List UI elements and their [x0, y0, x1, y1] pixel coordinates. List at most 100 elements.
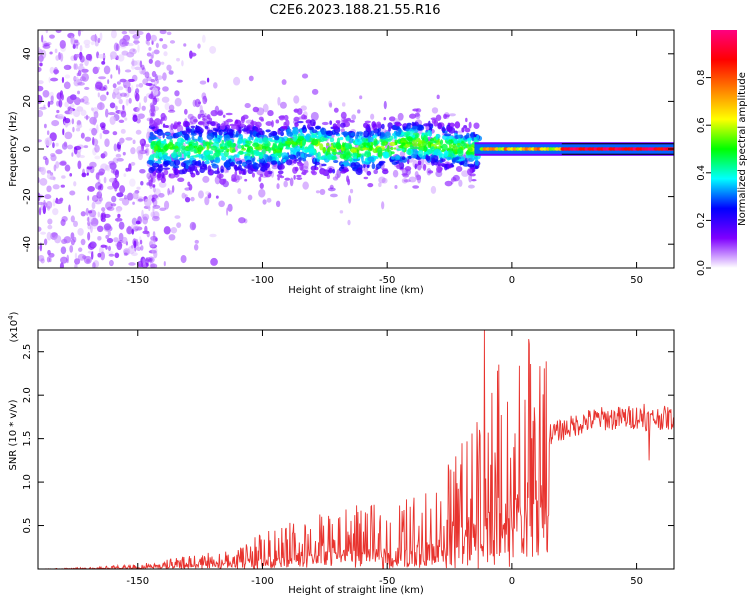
spectral-blob — [116, 81, 121, 85]
spectral-blob — [43, 104, 46, 109]
spectral-blob — [373, 138, 378, 146]
spectral-blob — [246, 146, 251, 152]
spectral-blob — [170, 152, 177, 159]
x-tick-label: 50 — [630, 576, 643, 587]
spectral-blob — [149, 262, 155, 268]
spectral-blob — [211, 164, 219, 169]
spectral-blob — [296, 174, 302, 178]
spectral-blob — [328, 100, 333, 107]
x-tick-label: 50 — [630, 275, 643, 286]
spectral-blob — [97, 92, 100, 98]
spectral-blob — [70, 215, 75, 223]
spectral-blob — [296, 177, 303, 180]
spectral-blob — [405, 124, 411, 130]
spectral-blob — [463, 124, 468, 129]
spectral-blob — [86, 172, 89, 176]
spectral-blob — [303, 128, 307, 132]
spectral-blob — [160, 61, 165, 65]
spectral-blob — [363, 130, 370, 138]
spectral-blob — [59, 262, 64, 268]
spectral-blob — [107, 245, 112, 251]
spectral-blob — [91, 194, 99, 203]
spectral-blob — [42, 155, 48, 160]
spectral-blob — [258, 134, 264, 138]
spectral-blob — [193, 149, 197, 154]
spectral-blob — [363, 122, 369, 129]
spectral-blob — [105, 108, 109, 118]
spectral-blob — [339, 153, 347, 159]
spectral-blob — [151, 87, 159, 96]
spectral-blob — [284, 177, 291, 181]
spectral-blob — [38, 226, 42, 232]
spectral-blob — [75, 124, 83, 129]
spectral-blob — [176, 137, 185, 144]
spectral-blob — [44, 194, 52, 200]
spectral-blob — [142, 261, 147, 268]
spectral-blob — [83, 255, 92, 265]
spectral-blob — [215, 195, 219, 199]
spectral-blob — [433, 119, 439, 127]
spectral-blob — [103, 65, 111, 75]
spectral-blob — [38, 66, 42, 73]
spectral-blob — [43, 238, 48, 246]
spectral-blob — [251, 119, 254, 127]
spectral-blob — [153, 49, 160, 55]
spectral-blob — [266, 197, 272, 203]
spectral-blob — [341, 142, 345, 148]
spectral-blob — [227, 203, 233, 212]
spectral-blob — [242, 168, 247, 176]
spectral-blob — [124, 69, 132, 73]
spectral-blob — [80, 132, 85, 139]
spectral-blob — [63, 141, 68, 147]
spectral-blob — [45, 30, 49, 34]
spectral-blob — [411, 125, 418, 130]
spectral-blob — [339, 210, 344, 214]
spectral-blob — [152, 211, 160, 219]
spectral-blob — [115, 43, 120, 51]
spectral-blob — [183, 160, 191, 164]
spectral-blob — [294, 122, 299, 128]
spectral-blob — [42, 205, 47, 215]
spectral-blob — [333, 159, 339, 164]
spectral-blob — [383, 100, 387, 110]
spectral-blob — [130, 161, 136, 166]
spectral-blob — [191, 135, 195, 141]
spectral-blob — [452, 174, 460, 182]
spectral-blob — [169, 160, 175, 167]
spectral-blob — [394, 154, 401, 161]
spectral-blob — [363, 164, 366, 169]
spectral-blob — [151, 51, 155, 59]
spectral-blob — [225, 112, 233, 116]
spectral-blob — [401, 148, 405, 152]
spectral-blob — [91, 107, 94, 111]
spectral-blob — [205, 191, 210, 195]
spectral-blob — [327, 155, 332, 160]
spectral-blob — [414, 170, 419, 178]
spectral-blob — [233, 142, 236, 147]
spectral-blob — [310, 165, 317, 171]
spectral-blob — [99, 132, 103, 140]
spectral-blob — [231, 149, 236, 153]
spectral-blob — [220, 156, 227, 161]
colorbar-tick-label: 0.6 — [696, 117, 707, 133]
spectral-blob — [469, 173, 476, 177]
spectral-blob — [277, 96, 281, 106]
spectral-blob — [76, 119, 82, 126]
spectral-blob — [190, 196, 195, 202]
spectral-blob — [116, 192, 124, 198]
spectral-blob — [184, 196, 191, 203]
spectral-blob — [326, 142, 330, 147]
spectral-blob — [387, 144, 390, 152]
spectral-blob — [270, 154, 278, 157]
spectral-blob — [258, 140, 263, 144]
spectral-blob — [142, 78, 149, 85]
spectral-blob — [58, 51, 62, 60]
spectral-blob — [377, 130, 382, 137]
spectral-blob — [357, 109, 361, 114]
spectral-blob — [328, 167, 333, 174]
spectral-blob — [46, 256, 51, 263]
spectral-blob — [169, 40, 176, 44]
spectral-blob — [103, 223, 112, 231]
spectral-blob — [148, 194, 156, 200]
spectral-blob — [38, 166, 43, 172]
